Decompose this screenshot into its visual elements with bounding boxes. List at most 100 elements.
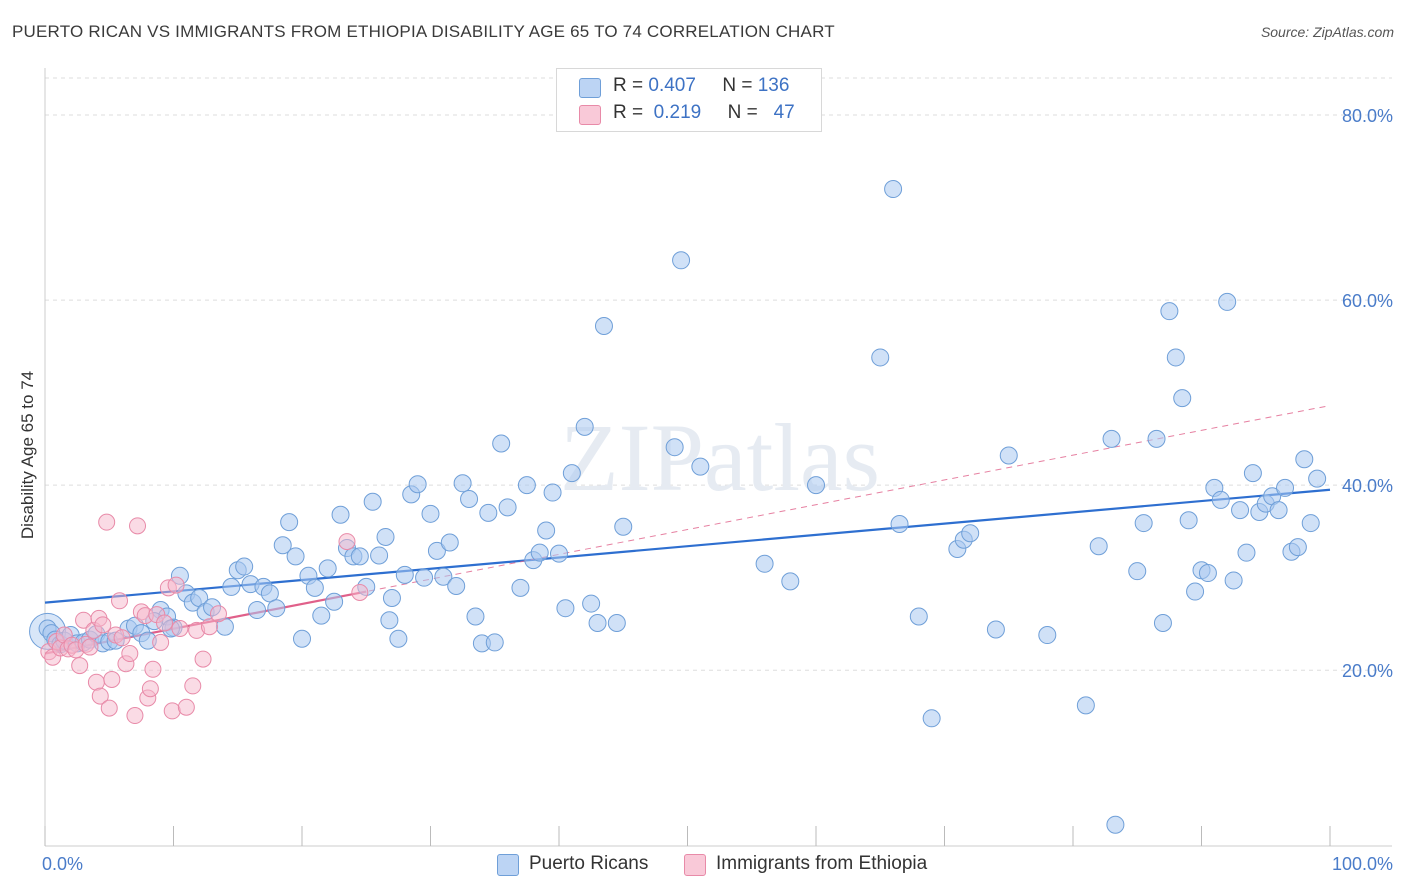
data-point [986,620,1005,639]
chart-title: PUERTO RICAN VS IMMIGRANTS FROM ETHIOPIA… [12,22,835,41]
data-point [1231,501,1250,520]
data-point [1301,514,1320,533]
data-point [466,607,485,626]
data-point [1179,511,1198,530]
legend-n-value: 136 [757,75,790,96]
data-point [1269,501,1288,520]
data-point [1237,543,1256,562]
data-point [312,606,331,625]
data-point [1089,537,1108,556]
data-point [421,504,440,523]
data-point [331,505,350,524]
data-point [156,614,174,632]
data-point [305,578,324,597]
data-point [267,599,286,618]
legend-swatch-blue [579,78,601,98]
y-tick-label: 80.0% [1342,106,1393,126]
data-point [582,594,601,613]
data-point [71,657,89,675]
data-point [922,709,941,728]
data-point [98,513,116,531]
data-point [273,536,292,555]
data-point [1038,626,1057,645]
data-point [91,687,109,705]
data-point [691,457,710,476]
data-point [556,599,575,618]
data-point [1147,429,1166,448]
data-point [94,616,112,634]
data-point [498,498,517,517]
data-point [961,524,980,543]
data-point [1160,302,1179,321]
trend-extension-ethiopia [44,405,1331,655]
data-point [415,568,434,587]
data-point [370,546,389,565]
data-point [200,618,218,636]
data-point [1276,478,1295,497]
data-point [594,316,613,335]
data-point [999,446,1018,465]
data-point [163,702,181,720]
legend-n-value: 47 [773,102,795,123]
data-point [380,611,399,630]
data-point [909,607,928,626]
data-point [492,434,511,453]
data-point [1102,429,1121,448]
data-point [382,589,401,608]
data-point [1128,562,1147,581]
data-point [1218,292,1237,311]
data-point [1134,514,1153,533]
data-point [222,577,241,596]
data-point [1173,389,1192,408]
data-point [325,592,344,611]
data-point [235,557,254,576]
data-point [126,707,144,725]
data-point [1166,348,1185,367]
data-point [562,464,581,483]
data-point [427,541,446,560]
data-point [152,633,170,651]
data-point [588,614,607,633]
data-point [550,544,568,563]
bottom-legend-label: Immigrants from Ethiopia [716,853,928,874]
data-point [144,660,162,678]
data-point [1224,571,1243,590]
data-point [884,180,903,199]
data-point [453,474,472,493]
data-point [338,533,356,551]
legend-r-label: R = [613,102,644,123]
data-point [351,583,369,601]
data-point [100,699,118,717]
data-point [1308,469,1327,488]
data-point [530,543,549,562]
data-point [129,517,147,535]
data-point [1198,564,1217,583]
data-point [672,251,691,270]
data-point [1076,696,1095,715]
data-point [665,438,684,457]
data-point [111,592,129,610]
source-label: Source: ZipAtlas.com [1260,24,1394,40]
data-point [293,629,311,648]
data-point [184,677,202,695]
data-point [755,554,774,573]
data-point [248,601,267,620]
data-point [543,483,562,502]
legend-swatch-pink [579,105,601,125]
legend-n-label: N = [727,102,758,123]
x-tick-label: 100.0% [1332,854,1393,874]
legend-r-value: 0.407 [648,75,696,96]
data-point [280,513,299,532]
data-point [1295,450,1314,469]
data-point [781,572,800,591]
data-point [517,476,536,495]
watermark: ZIPatlas [560,404,880,511]
data-point [460,490,479,509]
data-point [871,348,890,367]
axes [44,68,1392,847]
y-tick-label: 40.0% [1342,476,1393,496]
data-point [511,578,530,597]
data-point [1243,464,1262,483]
data-point [807,476,825,495]
